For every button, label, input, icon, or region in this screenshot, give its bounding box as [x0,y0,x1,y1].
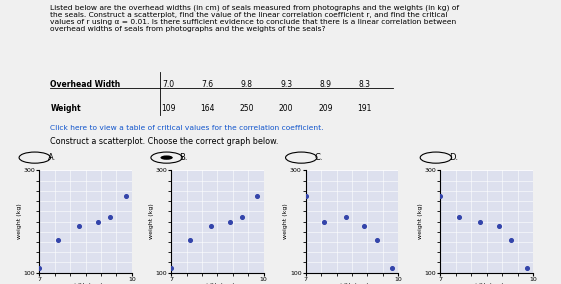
X-axis label: width (cm): width (cm) [335,283,369,284]
X-axis label: width (cm): width (cm) [68,283,103,284]
Text: 7.6: 7.6 [201,80,214,89]
Point [436,194,445,198]
Circle shape [160,155,173,160]
Text: 8.3: 8.3 [358,80,371,89]
X-axis label: width (cm): width (cm) [200,283,234,284]
Text: C.: C. [314,153,323,162]
Text: 9.3: 9.3 [280,80,292,89]
Point [360,224,369,228]
Point [476,219,485,224]
Point [342,215,351,219]
Text: Overhead Width: Overhead Width [50,80,121,89]
Y-axis label: weight (kg): weight (kg) [418,204,423,239]
Point [238,215,247,219]
Text: 9.8: 9.8 [241,80,253,89]
Text: 200: 200 [279,104,293,113]
Text: Click here to view a table of critical values for the correlation coefficient.: Click here to view a table of critical v… [50,126,324,131]
Point [75,224,84,228]
Text: 109: 109 [161,104,176,113]
Point [206,224,215,228]
Point [495,224,504,228]
Point [388,266,397,270]
Point [167,266,176,270]
Point [121,194,130,198]
Text: 164: 164 [200,104,215,113]
Y-axis label: weight (kg): weight (kg) [149,204,154,239]
Point [320,219,329,224]
Text: Weight: Weight [50,104,81,113]
Point [225,219,234,224]
Text: 209: 209 [318,104,333,113]
Point [454,215,463,219]
Text: Construct a scatterplot. Choose the correct graph below.: Construct a scatterplot. Choose the corr… [50,137,279,147]
Text: 191: 191 [357,104,372,113]
Point [373,238,381,242]
Point [301,194,310,198]
X-axis label: width (cm): width (cm) [470,283,504,284]
Text: 7.0: 7.0 [162,80,174,89]
Y-axis label: weight (kg): weight (kg) [283,204,288,239]
Text: 250: 250 [240,104,254,113]
Text: B.: B. [180,153,188,162]
Text: A.: A. [48,153,56,162]
Text: D.: D. [449,153,458,162]
Text: 8.9: 8.9 [319,80,332,89]
Point [507,238,516,242]
Y-axis label: weight (kg): weight (kg) [17,204,22,239]
Point [35,266,44,270]
Text: Listed below are the overhead widths (in cm) of seals measured from photographs : Listed below are the overhead widths (in… [50,4,459,32]
Point [522,266,531,270]
Point [93,219,103,224]
Point [253,194,262,198]
Point [106,215,115,219]
Point [53,238,62,242]
Point [185,238,194,242]
